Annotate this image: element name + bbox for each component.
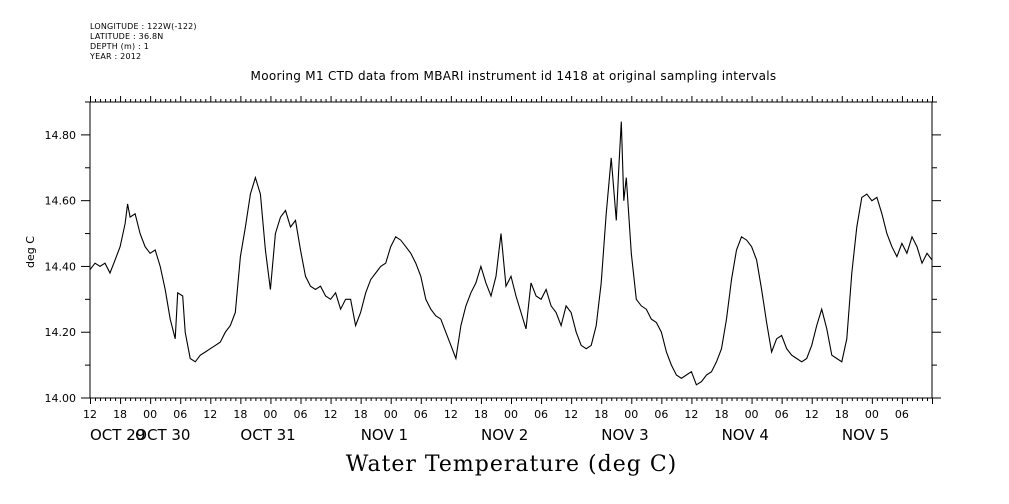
x-hour-label: 06 [775,408,789,421]
x-hour-label: 18 [233,408,247,421]
x-hour-label: 18 [594,408,608,421]
y-tick-label: 14.80 [45,129,77,142]
plot-frame [89,101,933,399]
x-hour-label: 06 [294,408,308,421]
y-tick-label: 14.20 [45,326,77,339]
x-day-label: NOV 5 [842,426,889,444]
x-hour-label: 00 [143,408,157,421]
x-hour-label: 12 [684,408,698,421]
y-tick-label: 14.00 [45,392,77,405]
y-axis-label: deg C [24,236,37,268]
year-label: YEAR : 2012 [90,52,142,61]
x-hour-label: 06 [534,408,548,421]
metadata-block: LONGITUDE : 122W(-122) LATITUDE : 36.8N … [90,22,197,62]
x-hour-label: 06 [654,408,668,421]
ticks-layer [81,96,941,404]
axes-layer [89,101,933,399]
x-hour-label: 18 [715,408,729,421]
x-hour-label: 00 [624,408,638,421]
x-hour-label: 12 [444,408,458,421]
x-day-label: NOV 4 [722,426,769,444]
y-tick-label: 14.40 [45,260,77,273]
x-hour-label: 00 [865,408,879,421]
longitude-label: LONGITUDE : 122W(-122) [90,22,197,31]
x-day-label: OCT 31 [240,426,295,444]
x-hour-label: 18 [354,408,368,421]
x-day-label: OCT 30 [135,426,190,444]
chart-title: Mooring M1 CTD data from MBARI instrumen… [250,69,777,83]
x-hour-label: 00 [263,408,277,421]
labels-layer: 14.00 14.20 14.40 14.60 14.80 12 18 00 06 12 18 00 0… [45,129,909,444]
series-layer [89,121,933,386]
x-day-label: NOV 2 [481,426,528,444]
x-hour-label: 06 [895,408,909,421]
x-hour-label: 12 [564,408,578,421]
x-hour-label: 18 [474,408,488,421]
x-hour-label: 18 [113,408,127,421]
x-hour-label: 00 [384,408,398,421]
x-hour-label: 12 [83,408,97,421]
x-day-label: NOV 1 [361,426,408,444]
x-hour-label: 12 [805,408,819,421]
x-hour-label: 06 [414,408,428,421]
x-hour-label: 00 [745,408,759,421]
x-hour-label: 12 [203,408,217,421]
x-hour-label: 06 [173,408,187,421]
x-axis-label: Water Temperature (deg C) [345,452,678,477]
x-hour-label: 18 [835,408,849,421]
x-hour-label: 00 [504,408,518,421]
x-day-label: OCT 29 [90,426,145,444]
x-hour-label: 12 [324,408,338,421]
y-tick-label: 14.60 [45,195,77,208]
temperature-series-line [89,121,933,386]
depth-label: DEPTH (m) : 1 [90,42,149,51]
x-day-label: NOV 3 [601,426,648,444]
latitude-label: LATITUDE : 36.8N [90,32,164,41]
